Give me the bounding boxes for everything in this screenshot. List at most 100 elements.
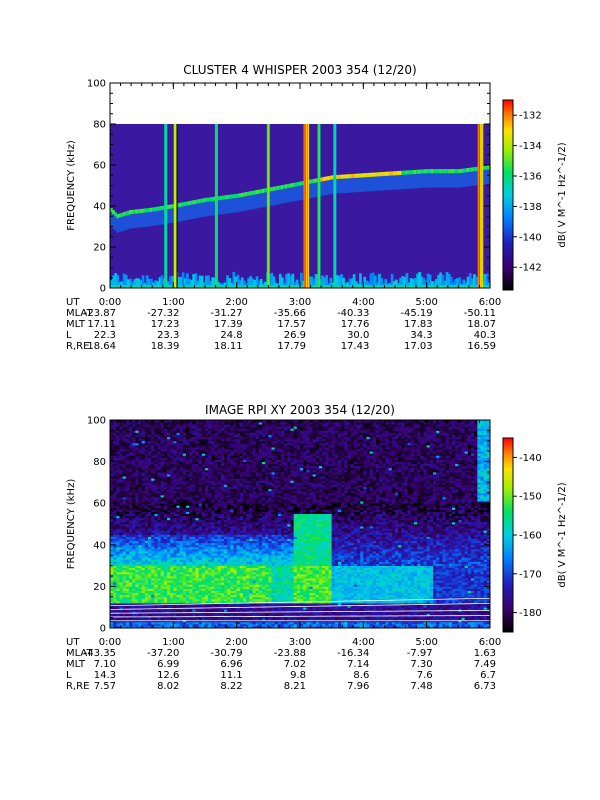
spectrogram-cell [173, 480, 177, 483]
spectrogram-cell [132, 542, 136, 546]
spectrogram-cell [367, 284, 371, 288]
spectrogram-cell [110, 563, 114, 566]
spectrogram-cell [170, 476, 174, 479]
spectrogram-cell [154, 463, 158, 467]
spectrogram-cell [125, 420, 130, 423]
spectrogram-cell [113, 580, 117, 583]
spectrogram-cell [388, 173, 392, 191]
spectrogram-cell [151, 542, 155, 546]
spectrogram-cell [170, 438, 174, 442]
spectrogram-cell [163, 609, 168, 612]
spectrogram-cell [148, 563, 152, 566]
spectrogram-cell [176, 571, 181, 575]
spectrogram-cell [138, 592, 143, 596]
spectrogram-cell [376, 174, 379, 191]
spectrogram-cell [151, 596, 155, 600]
spectrogram-cell [151, 503, 155, 506]
spectrogram-cell [116, 284, 120, 288]
spectrogram-cell [125, 617, 130, 621]
spectrogram-cell [118, 213, 122, 218]
spectrogram-cell [170, 496, 174, 500]
spectrogram-cell [167, 482, 171, 485]
spectrogram-cell [122, 507, 127, 510]
spectrogram-cell [113, 565, 117, 569]
spectrogram-cell [217, 196, 221, 201]
spectrogram-cell [176, 565, 181, 569]
spectrogram-cell [137, 209, 141, 214]
spectrogram-cell [148, 492, 152, 496]
spectrogram-cell [176, 617, 181, 621]
spectrogram-cell [170, 559, 174, 562]
spectrogram-cell [138, 551, 143, 554]
spectrogram-cell [141, 505, 146, 508]
spectrogram-cell [255, 190, 259, 195]
spectrogram-cell [113, 515, 117, 519]
spectrogram-cell [151, 569, 155, 573]
spectrogram-cell [460, 284, 464, 288]
spectrogram-cell [138, 442, 143, 446]
spectrogram-cell [122, 623, 127, 627]
spectrogram-cell [167, 576, 171, 579]
spectrogram-cell [327, 284, 331, 288]
spectrogram-cell [129, 432, 133, 435]
spectrogram-cell [163, 499, 168, 502]
spectrogram-cell [224, 195, 227, 200]
spectrogram-cell [176, 486, 181, 490]
spectrogram-cell [437, 284, 440, 288]
spectrogram-cell [141, 600, 146, 604]
spectrogram-cell [182, 538, 187, 542]
spectrogram-cell [154, 494, 158, 498]
spectrogram-cell [138, 524, 143, 527]
spectrogram-cell [125, 567, 130, 571]
spectrogram-cell [116, 436, 120, 440]
spectrogram-cell [160, 582, 165, 585]
spectrogram-cell [113, 519, 117, 523]
spectrogram-cell [182, 472, 187, 475]
spectrogram-cell [122, 596, 127, 600]
spectrogram-cell [308, 181, 312, 199]
spectrogram-cell [270, 189, 274, 206]
spectrogram-cell [182, 592, 187, 596]
spectrogram-cell [154, 505, 158, 508]
spectrogram-cell [179, 467, 184, 471]
spectrogram-cell [251, 190, 255, 195]
spectrogram-cell [354, 173, 358, 178]
spectrogram-cell [151, 603, 155, 606]
spectrogram-cell [186, 482, 190, 485]
spectrogram-cell [154, 476, 158, 479]
spectrogram-cell [373, 275, 377, 287]
spectrogram-cell [132, 430, 136, 433]
spectrogram-cell [151, 561, 155, 564]
spectrogram-cell [170, 592, 174, 596]
spectrogram-cell [125, 505, 130, 508]
spectrogram-cell [335, 177, 339, 194]
spectrogram-cell [167, 511, 171, 514]
spectrogram-cell [135, 588, 139, 591]
spectrogram-cell [329, 175, 333, 180]
spectrogram-cell [113, 613, 117, 616]
spectrogram-cell [189, 623, 193, 627]
spectrogram-cell [119, 625, 124, 629]
spectrogram-cell [138, 484, 143, 487]
spectrogram-cell [176, 582, 181, 585]
spectrogram-cell [144, 461, 149, 465]
spectrogram-cell [144, 588, 149, 591]
spectrogram-cell [163, 553, 168, 556]
spectrogram-cell [132, 515, 136, 519]
spectrogram-cell [154, 455, 158, 458]
spectrogram-cell [144, 607, 149, 610]
spectrogram-cell [125, 607, 130, 610]
spectrogram-cell [141, 546, 146, 550]
spectrogram-cell [157, 453, 162, 456]
spectrogram-cell [367, 174, 371, 192]
spectrogram-cell [119, 494, 124, 498]
spectrogram-cell [253, 190, 257, 195]
spectrogram-cell [163, 503, 168, 506]
spectrogram-cell [151, 567, 155, 571]
spectrogram-cell [157, 499, 162, 502]
spectrogram-cell [129, 582, 133, 585]
spectrogram-cell [403, 276, 407, 287]
spectrogram-cell [125, 586, 130, 589]
spectrogram-cell [122, 436, 127, 440]
spectrogram-cell [414, 169, 417, 175]
